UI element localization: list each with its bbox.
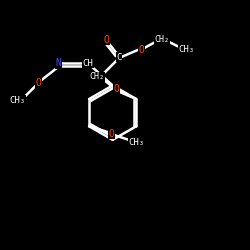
Text: O: O [36, 78, 42, 88]
Text: CH₂: CH₂ [155, 35, 170, 44]
Text: O: O [114, 84, 119, 94]
Text: CH₃: CH₃ [10, 96, 26, 105]
Text: N: N [55, 58, 61, 68]
Text: O: O [104, 35, 110, 45]
Text: CH₃: CH₃ [128, 138, 144, 147]
Text: O: O [108, 129, 114, 139]
Text: CH: CH [82, 59, 93, 68]
Text: CH₃: CH₃ [179, 45, 195, 54]
Text: O: O [138, 44, 144, 54]
Text: C: C [116, 52, 121, 62]
Text: CH₂: CH₂ [89, 72, 104, 81]
